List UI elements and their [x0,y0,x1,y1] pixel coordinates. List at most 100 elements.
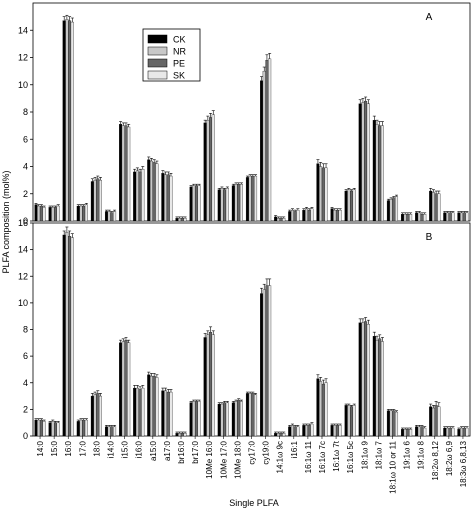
bar-B-CK [288,426,292,437]
bar-B-NR [192,401,196,437]
bar-A-PE [96,178,100,222]
bar-A-CK [358,103,362,222]
bar-B-PE [110,426,114,437]
bar-B-PE [223,402,227,437]
bar-A-PE [82,205,86,222]
bar-A-SK [84,204,88,222]
bar-B-SK [282,433,286,437]
bar-B-NR [51,421,55,437]
y-tick-label-B: 8 [23,325,28,335]
bar-B-CK [429,406,433,437]
bar-A-PE [209,117,213,222]
bar-A-CK [76,205,80,222]
bar-B-CK [274,433,278,437]
bar-B-PE [392,410,396,437]
bar-A-SK [169,175,173,222]
bar-B-CK [147,374,151,437]
x-tick-label: br16:0 [177,440,186,463]
bar-A-SK [98,179,102,222]
bar-B-SK [324,382,328,437]
bar-B-NR [347,405,351,437]
bar-A-PE [406,214,410,222]
bar-B-CK [231,402,235,437]
x-tick-label: cy17:0 [248,440,257,464]
bar-A-CK [104,211,108,222]
bar-B-NR [446,427,450,437]
bar-B-SK [239,401,243,437]
x-tick-label: 18:2ω 6,9 [445,440,454,476]
x-tick-label: a15:0 [149,440,158,461]
bar-A-NR [248,175,252,222]
bar-A-NR [431,192,435,222]
bar-B-PE [209,332,213,437]
x-axis-title: Single PLFA [229,498,279,508]
legend-label-sk: SK [173,71,185,81]
bar-A-NR [375,124,379,222]
bar-B-PE [462,427,466,437]
x-tick-label: cy19:0 [262,440,271,464]
x-tick-label: i14:0 [107,440,116,458]
bar-B-NR [319,381,323,437]
bar-A-PE [53,207,57,222]
bar-B-CK [372,336,376,437]
bar-B-PE [293,426,297,437]
x-tick-label: 19:1ω 8 [417,440,426,469]
bar-A-SK [423,214,427,222]
x-tick-label: 18:1ω 10 or 11 [388,440,397,493]
bar-A-NR [65,19,69,222]
bar-B-CK [358,322,362,437]
bar-A-SK [268,58,272,222]
bar-A-SK [127,126,131,222]
bar-B-SK [211,334,215,437]
chart-layer: 0 2 4 6 8 10 12 14 A 0 2 4 6 8 10 12 14 16 B 14:0 15:0 16:0 17… [18,2,471,494]
bar-B-SK [296,426,300,437]
bar-A-SK [338,209,342,222]
bar-B-CK [133,387,137,437]
bar-A-SK [380,125,384,222]
bar-A-NR [149,160,153,222]
bar-A-CK [175,218,179,222]
bar-B-NR [135,387,139,437]
bar-B-SK [409,429,413,437]
bar-A-PE [392,197,396,222]
bar-A-SK [56,205,60,222]
bar-B-SK [42,421,46,437]
bar-A-SK [183,218,187,222]
bar-B-NR [290,425,294,437]
bar-B-SK [465,427,469,437]
x-tick-label: i15:0 [121,440,130,458]
bar-B-CK [302,425,306,437]
bar-A-PE [138,171,142,222]
bar-B-SK [84,419,88,437]
panel-label-A: A [426,12,433,23]
bar-A-CK [401,214,405,222]
bar-B-PE [96,393,100,437]
bar-A-CK [330,208,334,222]
bar-A-CK [443,212,447,222]
bar-A-PE [420,214,424,222]
bar-B-NR [206,334,210,437]
y-tick-label-A: 4 [23,162,28,172]
x-tick-label: 19:1ω 6 [403,440,412,469]
bar-B-PE [194,401,198,437]
bar-B-CK [76,421,80,437]
bar-B-PE [82,419,86,437]
legend-swatch-sk [147,70,168,80]
bar-B-PE [448,427,452,437]
bar-A-SK [141,169,145,222]
bar-B-CK [260,293,264,437]
bar-A-NR [389,199,393,222]
bar-A-SK [211,114,215,222]
bar-A-NR [276,218,280,222]
bar-A-CK [34,204,38,222]
bar-A-CK [316,163,320,222]
bar-A-CK [245,177,249,222]
bar-B-NR [164,390,168,437]
bar-A-CK [217,189,221,222]
bar-B-PE [434,405,438,437]
bar-A-NR [460,212,464,222]
bar-A-PE [350,190,354,222]
legend-label-pe: PE [173,59,185,69]
bar-A-SK [409,214,413,222]
panel-label-B: B [426,232,433,243]
